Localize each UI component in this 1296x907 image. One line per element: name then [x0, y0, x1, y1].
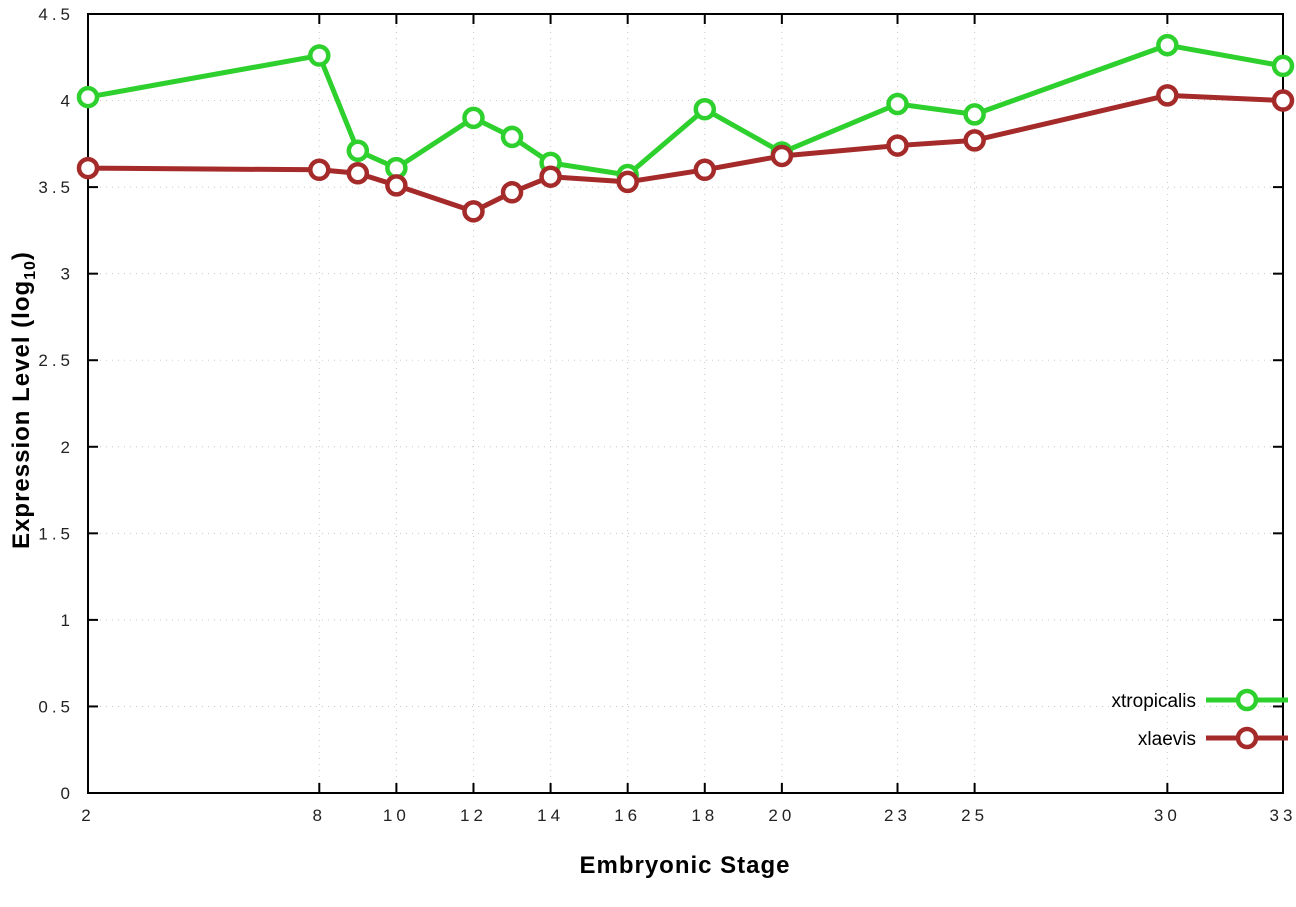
- x-tick-label: 14: [537, 806, 564, 825]
- series-xlaevis-marker: [963, 129, 986, 152]
- series-xtropicalis-marker: [1271, 54, 1295, 78]
- y-axis-label: Expression Level (log10): [8, 251, 40, 549]
- series-xtropicalis-marker: [76, 85, 100, 109]
- x-tick-label: 23: [884, 806, 911, 825]
- x-tick-label: 16: [614, 806, 641, 825]
- x-tick-label: 10: [383, 806, 410, 825]
- x-tick-label: 33: [1270, 806, 1296, 825]
- series-xlaevis-marker: [76, 156, 100, 180]
- legend-label-xlaevis: xlaevis: [1138, 729, 1196, 750]
- y-tick-label: 1.5: [38, 524, 74, 543]
- series-xlaevis-marker: [539, 165, 562, 188]
- x-tick-label: 2: [81, 806, 94, 825]
- series-xtropicalis-marker: [886, 92, 909, 116]
- series-xlaevis-marker: [462, 200, 485, 223]
- series-xtropicalis-marker: [462, 106, 485, 130]
- series-xlaevis-marker: [1156, 84, 1179, 107]
- plot-border: [87, 13, 1284, 794]
- y-tick-label: 0.5: [38, 697, 74, 716]
- x-tick-label: 8: [313, 806, 326, 825]
- y-axis-label-text: Expression Level (log: [8, 279, 36, 549]
- series-xlaevis-marker: [886, 134, 909, 157]
- series-xtropicalis-marker: [1156, 33, 1179, 57]
- legend-marker-xlaevis: [1235, 726, 1259, 750]
- y-tick-label: 3: [61, 265, 74, 284]
- series-xlaevis-line: [85, 92, 1286, 214]
- series-xlaevis-marker: [500, 181, 524, 204]
- x-axis-label: Embryonic Stage: [579, 852, 791, 879]
- series-xtropicalis-marker: [308, 44, 331, 67]
- y-tick-label: 2: [61, 438, 74, 457]
- series-xlaevis-marker: [1271, 89, 1295, 112]
- x-tick-label: 30: [1154, 806, 1181, 825]
- y-tick-label: 1: [61, 611, 74, 630]
- series-xtropicalis-marker: [346, 139, 370, 163]
- series-xlaevis-marker: [616, 170, 639, 194]
- y-tick-label: 4.5: [38, 5, 74, 24]
- series-xlaevis-marker: [770, 144, 794, 168]
- x-tick-label: 12: [460, 806, 487, 825]
- series-xtropicalis-marker: [500, 125, 524, 149]
- series-xlaevis-marker: [346, 162, 370, 185]
- legend-label-xtropicalis: xtropicalis: [1112, 691, 1196, 712]
- series-xtropicalis-marker: [963, 103, 986, 126]
- legend-marker-xtropicalis: [1235, 688, 1259, 712]
- y-axis-label-subscript: 10: [21, 260, 39, 280]
- series-xlaevis-marker: [308, 158, 331, 182]
- x-tick-label: 20: [768, 806, 795, 825]
- series-xtropicalis-marker: [693, 97, 717, 121]
- x-tick-label: 25: [961, 806, 988, 825]
- y-axis-label-suffix: ): [8, 251, 36, 261]
- y-tick-label: 2.5: [38, 351, 74, 370]
- y-tick-label: 0: [61, 784, 74, 803]
- y-tick-label: 4: [61, 92, 74, 111]
- y-tick-label: 3.5: [38, 178, 74, 197]
- series-xlaevis-marker: [385, 174, 408, 197]
- x-tick-label: 18: [691, 806, 718, 825]
- series-xlaevis-marker: [693, 158, 717, 182]
